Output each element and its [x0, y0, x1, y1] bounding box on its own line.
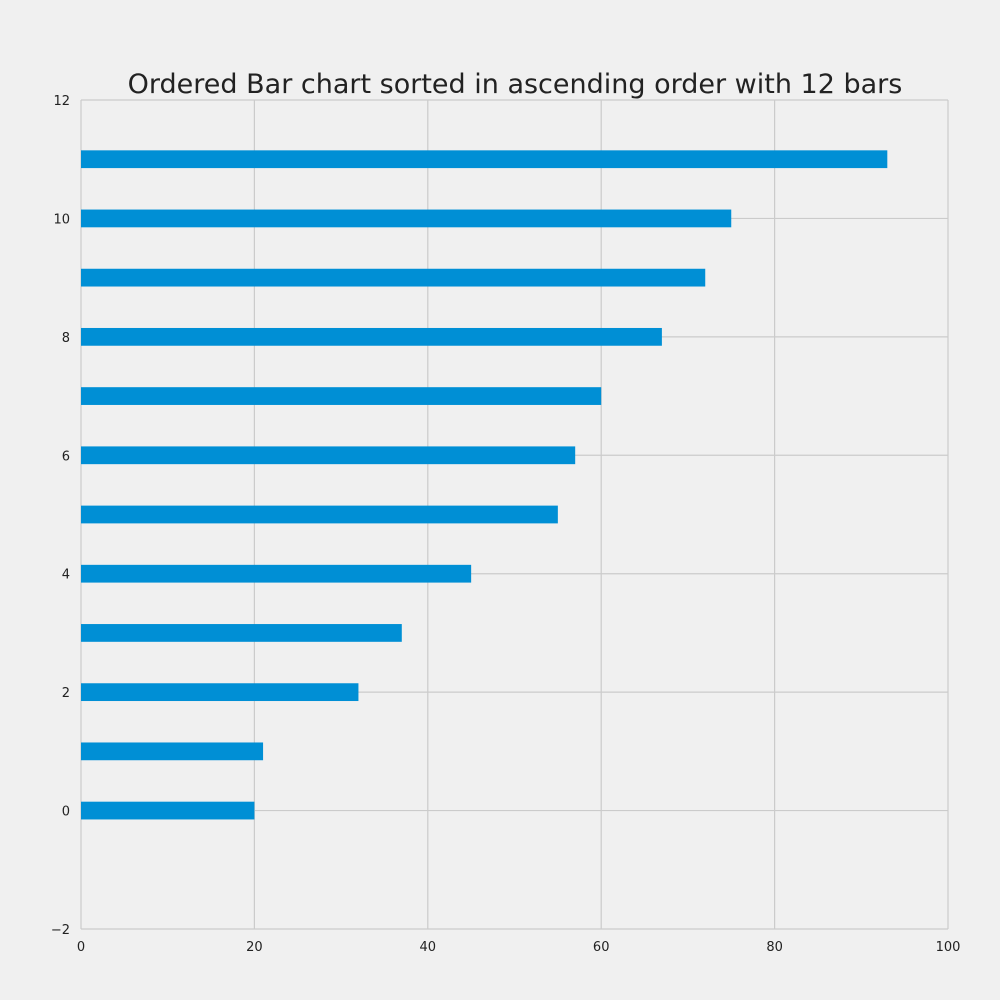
y-tick-label: 2 [62, 686, 70, 701]
y-tick-label: 10 [53, 212, 70, 227]
bar [81, 150, 888, 169]
y-tick-label: 0 [62, 805, 70, 820]
x-tick-label: 80 [766, 940, 783, 955]
bar [81, 683, 359, 702]
bars [81, 150, 888, 820]
bar [81, 327, 662, 346]
y-tick-label: 8 [62, 331, 70, 346]
bar [81, 268, 706, 287]
bar [81, 801, 255, 820]
bar [81, 742, 264, 761]
x-axis-ticks: 0 20 40 60 80 100 [77, 940, 961, 955]
y-tick-label: 4 [62, 568, 70, 583]
x-tick-label: 0 [77, 940, 85, 955]
y-tick-label: 12 [53, 94, 70, 109]
bar [81, 624, 402, 642]
x-tick-label: 20 [246, 940, 263, 955]
bar [81, 209, 732, 228]
bar [81, 564, 472, 583]
chart-title: Ordered Bar chart sorted in ascending or… [128, 69, 903, 100]
x-tick-label: 40 [420, 940, 437, 955]
x-tick-label: 60 [593, 940, 610, 955]
x-tick-label: 100 [936, 940, 961, 955]
y-axis-ticks: −2 0 2 4 6 8 10 12 [51, 94, 70, 938]
bar [81, 505, 558, 524]
bar [81, 446, 576, 465]
y-tick-label: 6 [62, 449, 70, 464]
y-tick-label: −2 [51, 923, 70, 938]
bar [81, 387, 602, 405]
